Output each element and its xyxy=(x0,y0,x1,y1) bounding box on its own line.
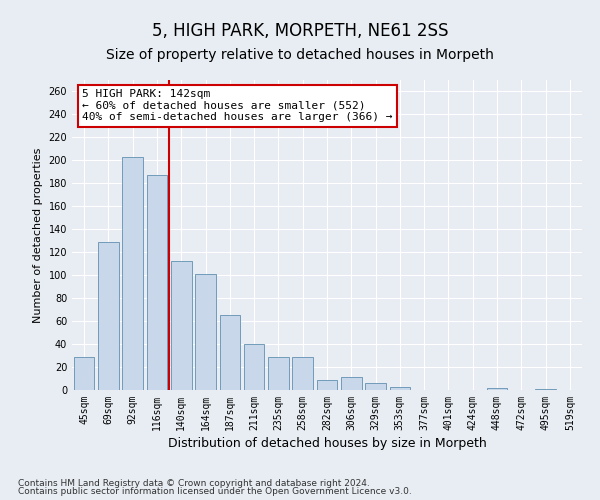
Bar xyxy=(389,386,410,390)
Bar xyxy=(74,356,94,390)
Text: Size of property relative to detached houses in Morpeth: Size of property relative to detached ho… xyxy=(106,48,494,62)
Bar xyxy=(535,389,556,390)
Bar xyxy=(195,274,216,390)
Bar xyxy=(244,344,265,390)
Bar xyxy=(487,388,508,390)
Y-axis label: Number of detached properties: Number of detached properties xyxy=(33,148,43,322)
Text: Contains HM Land Registry data © Crown copyright and database right 2024.: Contains HM Land Registry data © Crown c… xyxy=(18,478,370,488)
Text: 5, HIGH PARK, MORPETH, NE61 2SS: 5, HIGH PARK, MORPETH, NE61 2SS xyxy=(152,22,448,40)
Bar xyxy=(268,356,289,390)
Bar xyxy=(146,176,167,390)
Bar xyxy=(220,316,240,390)
Bar xyxy=(341,378,362,390)
Bar xyxy=(317,380,337,390)
Text: Contains public sector information licensed under the Open Government Licence v3: Contains public sector information licen… xyxy=(18,487,412,496)
X-axis label: Distribution of detached houses by size in Morpeth: Distribution of detached houses by size … xyxy=(167,437,487,450)
Bar xyxy=(292,356,313,390)
Bar xyxy=(365,383,386,390)
Bar xyxy=(171,262,191,390)
Bar xyxy=(122,157,143,390)
Bar xyxy=(98,242,119,390)
Text: 5 HIGH PARK: 142sqm
← 60% of detached houses are smaller (552)
40% of semi-detac: 5 HIGH PARK: 142sqm ← 60% of detached ho… xyxy=(82,90,392,122)
